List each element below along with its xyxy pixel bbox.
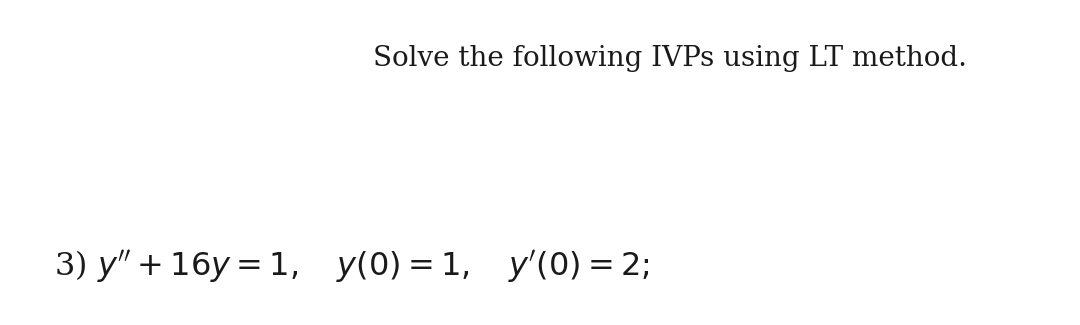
Text: Solve the following IVPs using LT method.: Solve the following IVPs using LT method… — [373, 45, 967, 72]
Text: 3) $y'' + 16y = 1, \quad y(0) = 1, \quad y'(0) = 2;$: 3) $y'' + 16y = 1, \quad y(0) = 1, \quad… — [54, 248, 650, 285]
